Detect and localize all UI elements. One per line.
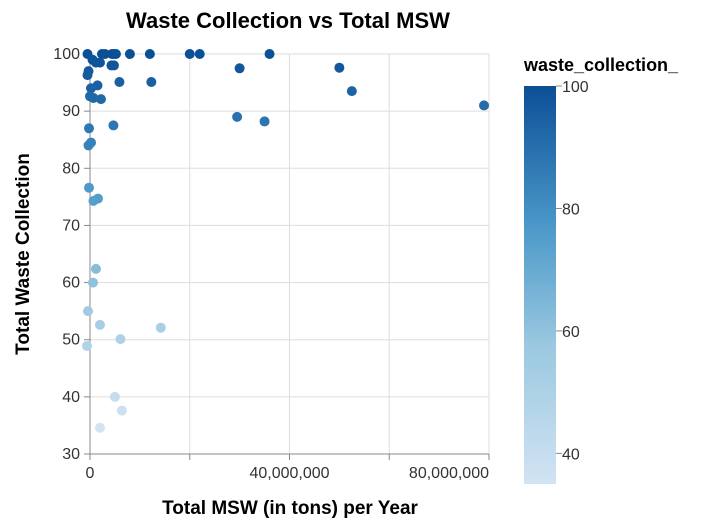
data-point bbox=[116, 405, 127, 416]
axes: 30 40 50 60 70 80 90 100 0 40,000,000 80,000,000 bbox=[53, 46, 490, 482]
x-tick-label: 0 bbox=[86, 465, 95, 482]
data-point bbox=[94, 319, 105, 330]
y-tick-label: 50 bbox=[62, 332, 80, 349]
y-tick-label: 90 bbox=[62, 103, 80, 120]
data-point bbox=[87, 277, 98, 288]
legend-gradient-bar bbox=[524, 86, 556, 484]
data-point bbox=[82, 70, 93, 81]
data-point bbox=[88, 93, 99, 103]
data-point bbox=[110, 49, 121, 59]
data-point bbox=[264, 49, 275, 59]
legend-title: waste_collection_ bbox=[523, 55, 679, 75]
legend-tick-label: 100 bbox=[562, 79, 589, 96]
data-point bbox=[99, 49, 110, 59]
y-tick-label: 60 bbox=[62, 275, 80, 292]
data-point bbox=[83, 140, 94, 151]
data-point bbox=[346, 86, 357, 97]
data-points bbox=[82, 49, 490, 433]
x-axis-title: Total MSW (in tons) per Year bbox=[162, 498, 418, 519]
chart-title: Waste Collection vs Total MSW bbox=[126, 8, 450, 33]
y-tick-label: 30 bbox=[62, 446, 80, 463]
data-point bbox=[232, 111, 243, 122]
data-point bbox=[85, 83, 96, 94]
x-tick-label: 40,000,000 bbox=[249, 465, 329, 482]
data-point bbox=[83, 306, 94, 317]
data-point bbox=[94, 422, 105, 433]
data-point bbox=[94, 57, 105, 68]
legend-tick-label: 60 bbox=[562, 324, 580, 341]
grid-lines bbox=[89, 53, 490, 455]
data-point bbox=[259, 116, 270, 127]
color-legend: waste_collection_ 100 80 60 40 bbox=[523, 55, 679, 484]
data-point bbox=[95, 94, 106, 105]
legend-ticks: 100 80 60 40 bbox=[556, 79, 589, 463]
data-point bbox=[84, 182, 95, 193]
data-point bbox=[84, 123, 95, 134]
data-point bbox=[109, 391, 120, 402]
y-tick-label: 100 bbox=[53, 46, 80, 63]
y-axis-title: Total Waste Collection bbox=[13, 153, 34, 355]
data-point bbox=[108, 60, 119, 71]
data-point bbox=[90, 263, 101, 274]
data-point bbox=[82, 341, 93, 351]
data-point bbox=[144, 49, 155, 59]
data-point bbox=[479, 100, 490, 111]
data-point bbox=[88, 195, 99, 206]
y-tick-label: 70 bbox=[62, 217, 80, 234]
data-point bbox=[146, 77, 157, 87]
data-point bbox=[234, 63, 245, 74]
legend-tick-label: 40 bbox=[562, 446, 580, 463]
y-tick-label: 80 bbox=[62, 160, 80, 177]
data-point bbox=[184, 49, 195, 59]
data-point bbox=[334, 62, 345, 73]
data-point bbox=[194, 49, 205, 59]
y-tick-label: 40 bbox=[62, 389, 80, 406]
data-point bbox=[114, 77, 125, 87]
data-point bbox=[108, 120, 119, 131]
x-tick-label: 80,000,000 bbox=[409, 465, 489, 482]
data-point bbox=[155, 322, 166, 333]
data-point bbox=[124, 49, 135, 59]
data-point bbox=[115, 334, 126, 345]
legend-tick-label: 80 bbox=[562, 201, 580, 218]
